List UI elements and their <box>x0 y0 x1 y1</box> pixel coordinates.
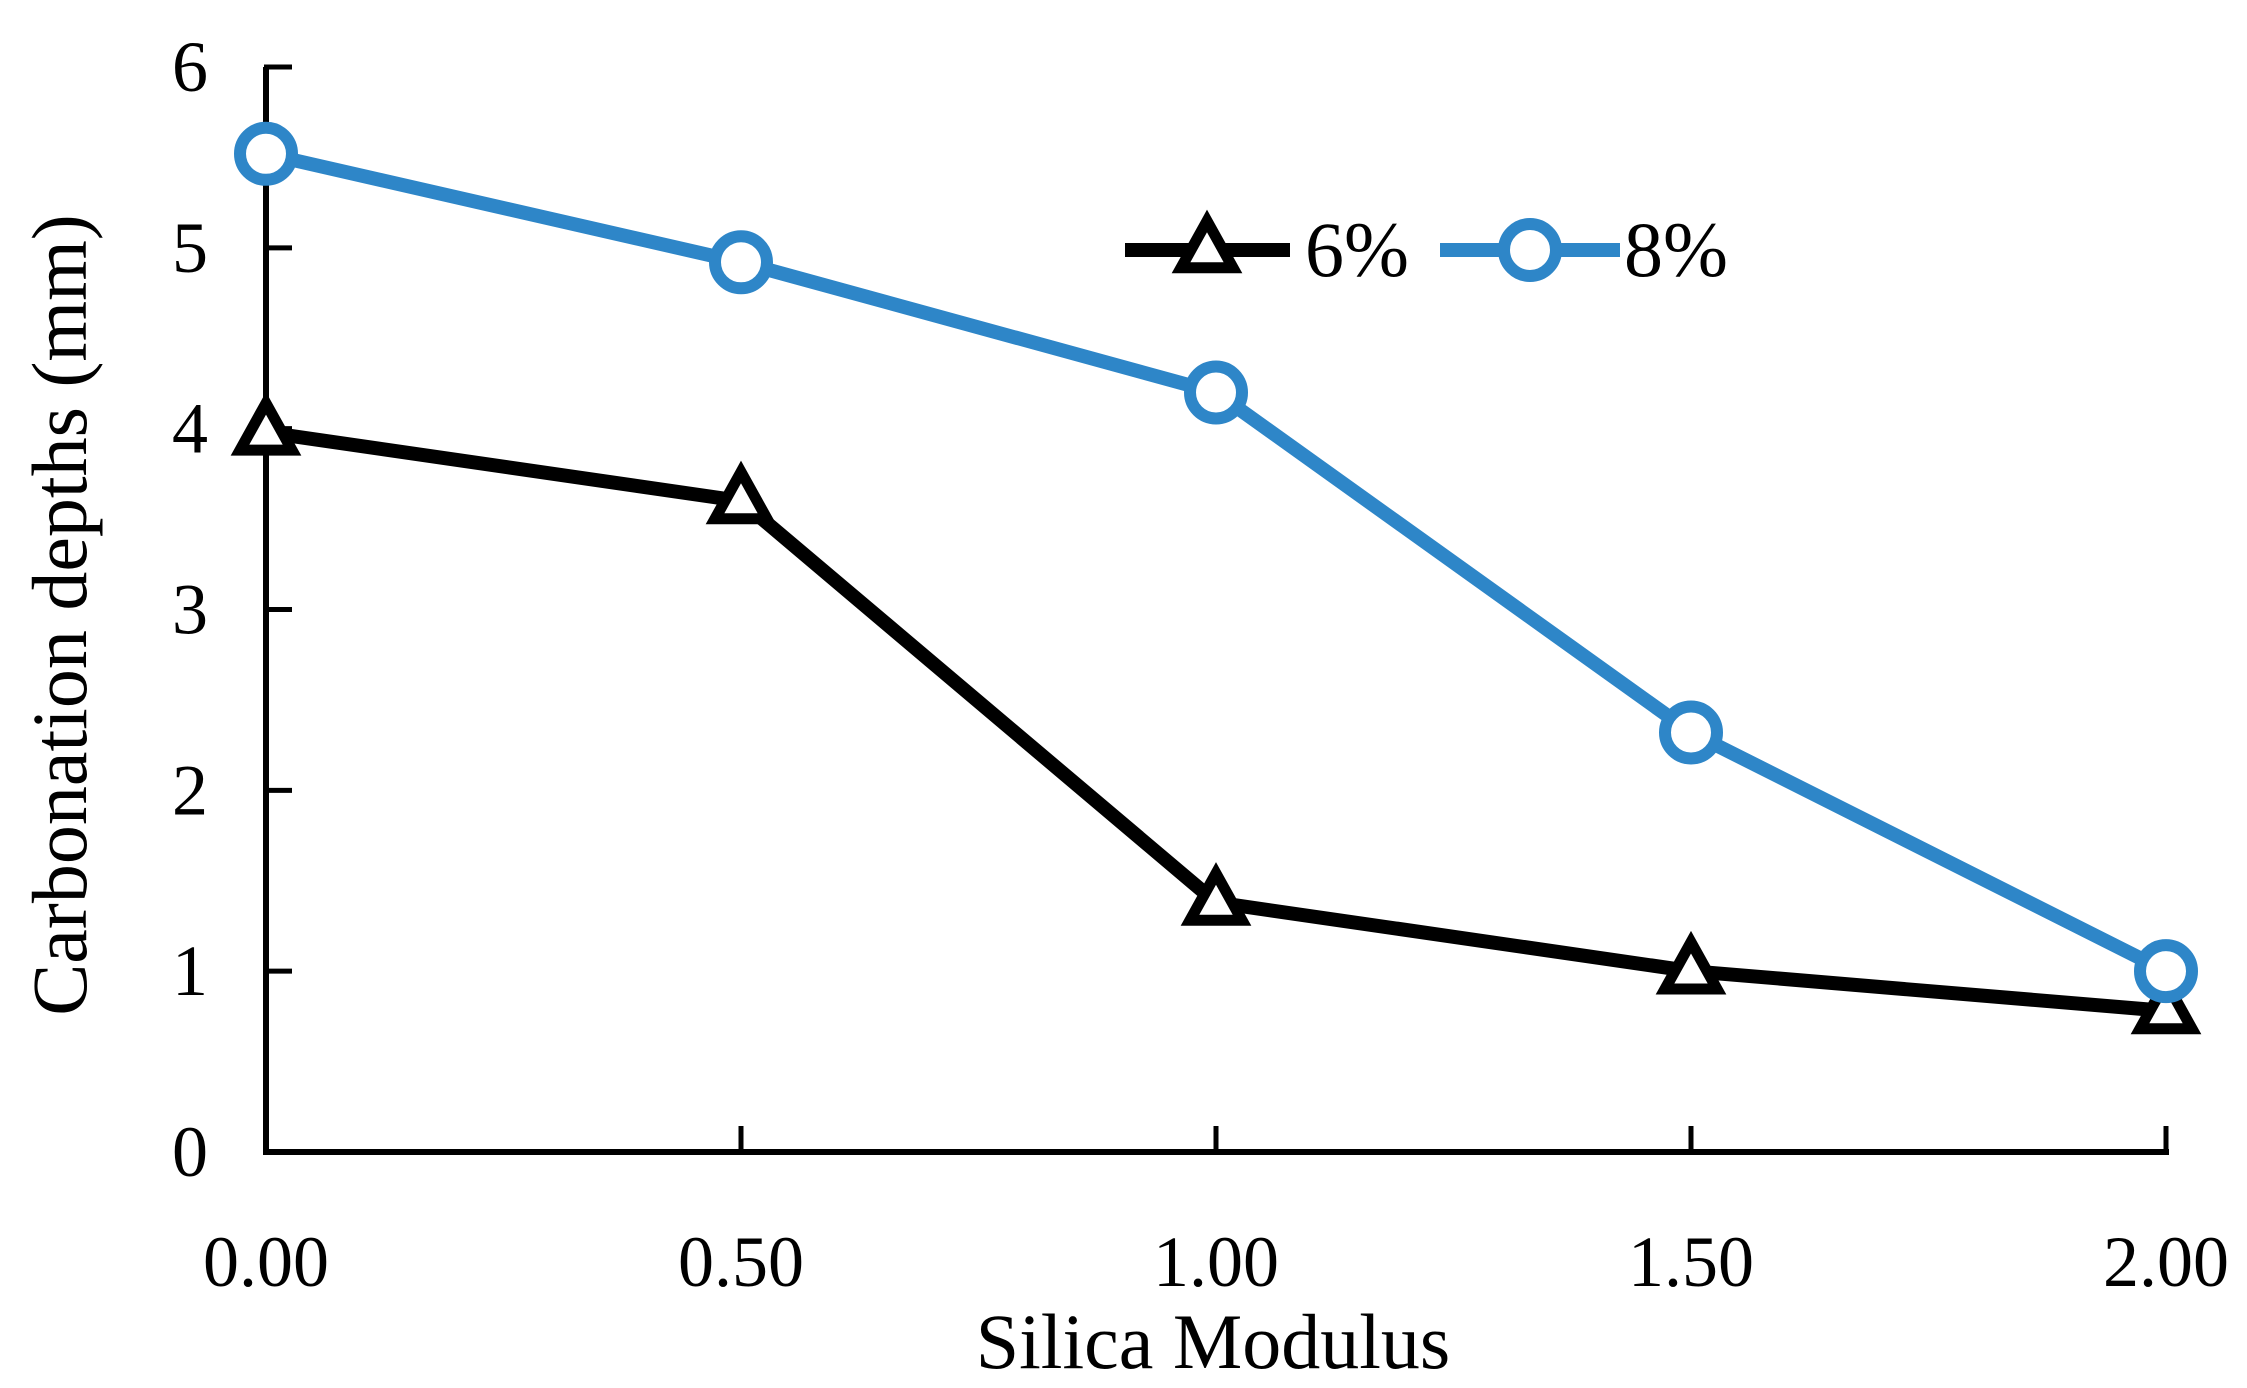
y-tick-label: 2 <box>172 750 208 830</box>
series-6pct-point <box>1180 862 1252 926</box>
y-axis-title: Carbonation depths (mm) <box>16 214 103 1016</box>
series-6pct-point <box>1655 930 1727 995</box>
x-tick-label: 0.50 <box>678 1222 804 1302</box>
y-tick-label: 3 <box>172 570 208 650</box>
y-tick-label: 4 <box>172 389 208 469</box>
x-axis-title: Silica Modulus <box>976 1298 1451 1385</box>
y-tick-label: 5 <box>172 208 208 288</box>
legend-item-6pct-label: 6% <box>1305 206 1409 293</box>
series-6pct-point <box>705 460 777 525</box>
legend: 6% 8% <box>1125 206 1728 293</box>
legend-item-6pct: 6% <box>1125 206 1409 293</box>
legend-item-8pct: 8% <box>1440 206 1728 293</box>
legend-item-8pct-marker <box>1498 218 1562 282</box>
series-8pct-point <box>234 121 298 186</box>
series-8pct-line <box>264 146 2170 978</box>
legend-item-8pct-label: 8% <box>1624 206 1728 293</box>
series-layer <box>230 121 2202 1035</box>
x-tick-label: 1.50 <box>1628 1222 1754 1302</box>
x-ticks: 0.00 0.50 1.00 1.50 2.00 <box>203 1126 2229 1302</box>
series-8pct-point <box>1659 700 1723 765</box>
y-tick-label: 1 <box>172 931 208 1011</box>
series-6pct <box>230 391 2202 1035</box>
series-8pct-point <box>2134 939 2198 1004</box>
series-8pct <box>234 121 2198 1004</box>
legend-item-6pct-marker <box>1171 209 1243 274</box>
x-tick-label: 2.00 <box>2103 1222 2229 1302</box>
series-6pct-point <box>2130 970 2202 1035</box>
x-tick-label: 0.00 <box>203 1222 329 1302</box>
y-ticks: 0 1 2 3 4 5 6 <box>172 27 292 1192</box>
series-8pct-point <box>1184 360 1248 425</box>
y-tick-label: 6 <box>172 27 208 107</box>
series-6pct-point <box>230 391 302 456</box>
series-8pct-point <box>709 230 773 295</box>
x-tick-label: 1.00 <box>1153 1222 1279 1302</box>
y-tick-label: 0 <box>172 1112 208 1192</box>
